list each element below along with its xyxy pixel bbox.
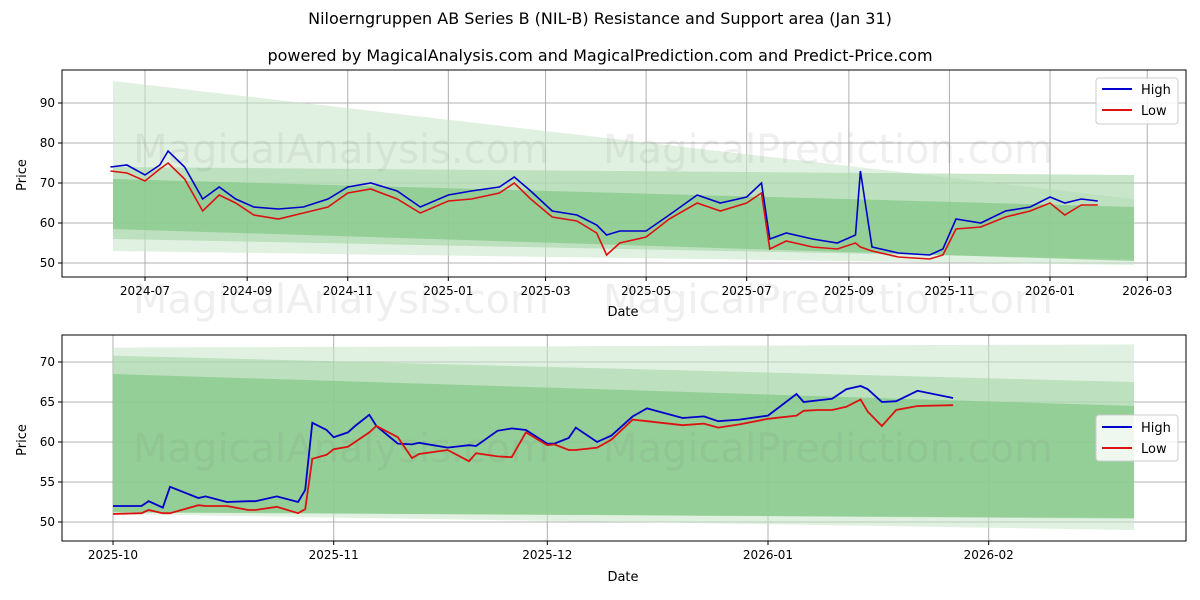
x-tick-label: 2025-09: [824, 284, 874, 298]
watermark: MagicalPrediction.com: [603, 277, 1053, 323]
watermark: MagicalAnalysis.com: [133, 426, 549, 472]
y-tick-label: 90: [40, 96, 55, 110]
chart-subtitle: powered by MagicalAnalysis.com and Magic…: [267, 46, 933, 65]
x-tick-label: 2025-05: [621, 284, 671, 298]
watermark: MagicalAnalysis.com: [133, 127, 549, 173]
chart-title: Niloerngruppen AB Series B (NIL-B) Resis…: [308, 9, 892, 28]
x-tick-label: 2024-07: [120, 284, 170, 298]
bottom-bands: [113, 344, 1134, 530]
x-tick-label: 2026-03: [1122, 284, 1172, 298]
band-core: [113, 179, 1134, 261]
y-axis-label: Price: [15, 424, 30, 456]
y-tick-label: 60: [40, 216, 55, 230]
x-tick-label: 2025-07: [722, 284, 772, 298]
watermark: MagicalAnalysis.com: [133, 277, 549, 323]
watermark: MagicalPrediction.com: [603, 127, 1053, 173]
x-tick-label: 2025-11: [924, 284, 974, 298]
x-axis-ticks: 2025-10 2025-11 2025-12 2026-01 2026-02: [88, 541, 1014, 562]
y-tick-label: 55: [40, 475, 55, 489]
y-axis-label: Price: [15, 159, 30, 191]
y-tick-label: 70: [40, 176, 55, 190]
x-axis-label: Date: [607, 570, 638, 585]
x-tick-label: 2026-01: [1025, 284, 1075, 298]
y-axis-ticks: 50 60 70 80 90: [40, 96, 62, 270]
watermark: MagicalPrediction.com: [603, 426, 1053, 472]
bottom-chart: MagicalAnalysis.com MagicalPrediction.co…: [15, 334, 1187, 585]
x-tick-label: 2025-10: [88, 548, 138, 562]
legend-low-label: Low: [1141, 104, 1167, 119]
x-tick-label: 2026-02: [964, 548, 1014, 562]
x-tick-label: 2025-12: [522, 548, 572, 562]
y-tick-label: 65: [40, 395, 55, 409]
legend: High Low: [1095, 414, 1179, 462]
legend-low-label: Low: [1141, 442, 1167, 457]
y-tick-label: 50: [40, 256, 55, 270]
low-line: [110, 161, 1098, 260]
x-axis-ticks: 2024-07 2024-09 2024-11 2025-01 2025-03 2025-…: [120, 277, 1172, 298]
high-line: [110, 149, 1098, 256]
x-tick-label: 2025-03: [521, 284, 571, 298]
x-tick-label: 2026-01: [743, 548, 793, 562]
legend-high-label: High: [1141, 421, 1171, 436]
y-tick-label: 80: [40, 136, 55, 150]
legend: High Low: [1095, 77, 1179, 125]
top-chart: MagicalAnalysis.com MagicalPrediction.co…: [15, 69, 1187, 323]
low-line: [112, 398, 954, 515]
legend-high-label: High: [1141, 83, 1171, 98]
x-tick-label: 2024-11: [323, 284, 373, 298]
x-axis-label: Date: [607, 305, 638, 320]
y-tick-label: 70: [40, 355, 55, 369]
band-core: [113, 374, 1134, 518]
y-tick-label: 60: [40, 435, 55, 449]
x-tick-label: 2025-11: [309, 548, 359, 562]
y-tick-label: 50: [40, 515, 55, 529]
x-tick-label: 2025-01: [423, 284, 473, 298]
x-tick-label: 2024-09: [222, 284, 272, 298]
y-axis-ticks: 50 55 60 65 70: [40, 355, 62, 529]
high-line: [113, 385, 954, 509]
